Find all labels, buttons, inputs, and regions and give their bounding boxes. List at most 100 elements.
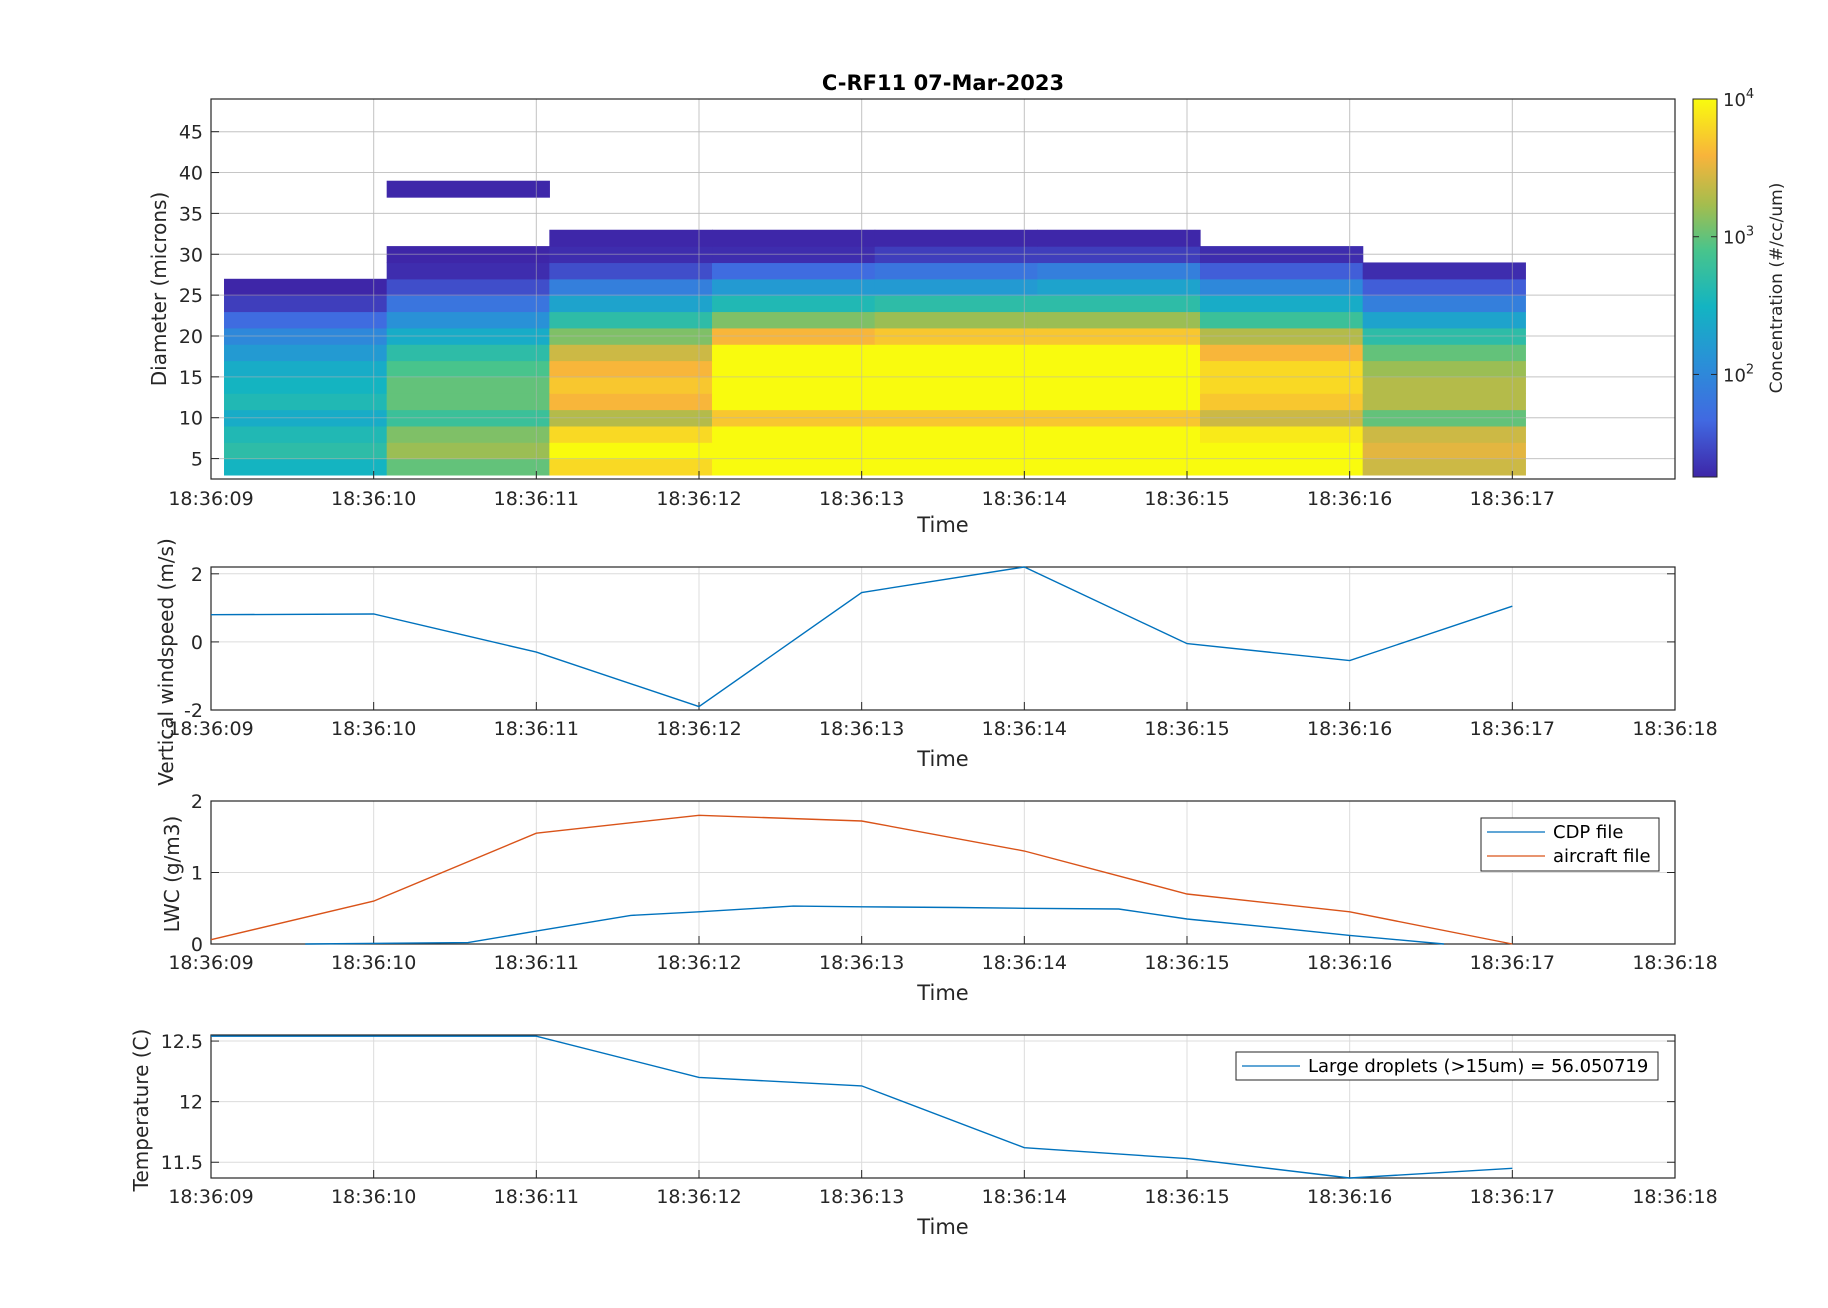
y-tick-label: 2 bbox=[191, 791, 203, 813]
contour-cell bbox=[874, 458, 1038, 476]
y-axis-label: Diameter (microns) bbox=[147, 192, 171, 386]
contour-cell bbox=[549, 262, 713, 280]
contour-cell bbox=[1037, 458, 1201, 476]
x-tick-label: 18:36:13 bbox=[819, 718, 904, 740]
contour-cell bbox=[1037, 393, 1201, 411]
plot-frame bbox=[210, 800, 1676, 945]
x-tick-label: 18:36:13 bbox=[819, 488, 904, 510]
contour-cell bbox=[386, 278, 550, 296]
contour-cell bbox=[386, 425, 550, 443]
contour-cell bbox=[224, 376, 388, 394]
x-tick-label: 18:36:11 bbox=[494, 952, 579, 974]
contour-cell bbox=[1200, 311, 1364, 329]
legend-cdp: CDP file bbox=[1553, 822, 1623, 843]
contour-cell bbox=[386, 376, 550, 394]
plot-frame bbox=[210, 1034, 1676, 1179]
contour-cell bbox=[712, 278, 876, 296]
x-tick-label: 18:36:15 bbox=[1144, 488, 1229, 510]
contour-cell bbox=[386, 360, 550, 378]
contour-cell bbox=[224, 442, 388, 460]
x-tick-label: 18:36:17 bbox=[1470, 1186, 1555, 1208]
x-tick-label: 18:36:13 bbox=[819, 952, 904, 974]
contour-cell bbox=[1362, 344, 1526, 362]
contour-cell bbox=[1362, 295, 1526, 313]
x-axis-label: Time bbox=[916, 1215, 968, 1239]
contour-cell bbox=[874, 442, 1038, 460]
contour-cell bbox=[712, 262, 876, 280]
x-tick-label: 18:36:11 bbox=[494, 1186, 579, 1208]
y-tick-label: 0 bbox=[191, 632, 203, 654]
y-axis-label: Temperature (C) bbox=[129, 1029, 153, 1193]
contour-cell bbox=[1362, 278, 1526, 296]
contour-cell bbox=[386, 393, 550, 411]
legend: Large droplets (>15um) = 56.050719 bbox=[1235, 1051, 1659, 1081]
y-axis-label: LWC (g/m3) bbox=[160, 816, 184, 933]
x-tick-label: 18:36:10 bbox=[331, 488, 416, 510]
y-tick-label: -2 bbox=[184, 700, 203, 722]
x-tick-label: 18:36:18 bbox=[1632, 718, 1717, 740]
contour-cell bbox=[224, 344, 388, 362]
contour-cell bbox=[1200, 458, 1364, 476]
contour-cell bbox=[874, 360, 1038, 378]
y-tick-label: 35 bbox=[179, 203, 203, 225]
colorbar-tick-label: 103 bbox=[1723, 225, 1754, 249]
x-tick-label: 18:36:12 bbox=[656, 952, 741, 974]
x-tick-label: 18:36:14 bbox=[982, 952, 1067, 974]
y-tick-label: 10 bbox=[179, 408, 203, 430]
contour-cell bbox=[1200, 360, 1364, 378]
y-tick-label: 30 bbox=[179, 244, 203, 266]
contour-cell bbox=[386, 344, 550, 362]
x-tick-label: 18:36:09 bbox=[168, 1186, 253, 1208]
contour-cell bbox=[224, 311, 388, 329]
contour-cell bbox=[1037, 278, 1201, 296]
x-tick-label: 18:36:15 bbox=[1144, 718, 1229, 740]
contour-cell bbox=[712, 344, 876, 362]
contour-cell bbox=[712, 311, 876, 329]
x-tick-label: 18:36:17 bbox=[1470, 718, 1555, 740]
y-tick-label: 15 bbox=[179, 367, 203, 389]
series-line-0 bbox=[211, 1035, 1513, 1179]
contour-cell bbox=[1362, 360, 1526, 378]
x-tick-label: 18:36:10 bbox=[331, 1186, 416, 1208]
x-axis-label: Time bbox=[916, 513, 968, 537]
colorbar-tick-label: 102 bbox=[1723, 362, 1754, 386]
x-axis-label: Time bbox=[916, 981, 968, 1005]
x-tick-label: 18:36:09 bbox=[168, 952, 253, 974]
contour-cell bbox=[1037, 295, 1201, 313]
y-tick-label: 45 bbox=[179, 122, 203, 144]
contour-cell bbox=[712, 360, 876, 378]
x-axis-label: Time bbox=[916, 747, 968, 771]
contour-cell bbox=[1037, 229, 1201, 247]
legend-large-droplets: Large droplets (>15um) = 56.050719 bbox=[1308, 1056, 1648, 1077]
colorbar-tick-label: 104 bbox=[1723, 87, 1754, 111]
vertical-windspeed-panel: 18:36:09 18:36:10 18:36:11 18:36:12 18:36:13… bbox=[154, 538, 1718, 786]
contour-cell bbox=[386, 180, 550, 198]
y-tick-label: 40 bbox=[179, 163, 203, 185]
contour-cell bbox=[386, 311, 550, 329]
contour-cell bbox=[712, 393, 876, 411]
contour-cell bbox=[1200, 278, 1364, 296]
contour-cell bbox=[712, 458, 876, 476]
contour-cell bbox=[712, 376, 876, 394]
contour-cell bbox=[1200, 262, 1364, 280]
contour-cell bbox=[224, 295, 388, 313]
contour-cell bbox=[874, 393, 1038, 411]
contour-cell bbox=[712, 295, 876, 313]
y-tick-label: 12.5 bbox=[161, 1031, 203, 1053]
contour-cell bbox=[1037, 262, 1201, 280]
y-tick-label: 12 bbox=[179, 1092, 203, 1114]
contour-cell bbox=[549, 376, 713, 394]
contour-cell bbox=[1362, 262, 1526, 280]
contour-cell bbox=[1037, 360, 1201, 378]
contour-cell bbox=[1200, 344, 1364, 362]
contour-cell bbox=[874, 295, 1038, 313]
x-tick-label: 18:36:18 bbox=[1632, 952, 1717, 974]
legend: CDP file aircraft file bbox=[1480, 817, 1660, 872]
x-tick-label: 18:36:10 bbox=[331, 718, 416, 740]
contour-cell bbox=[224, 393, 388, 411]
contour-cell bbox=[549, 295, 713, 313]
contour-cell bbox=[549, 344, 713, 362]
contour-cell bbox=[1362, 311, 1526, 329]
x-tick-label: 18:36:16 bbox=[1307, 1186, 1392, 1208]
size-distribution-panel: C-RF11 07-Mar-2023 18:36:09 18:36:10 18:36… bbox=[147, 71, 1787, 537]
